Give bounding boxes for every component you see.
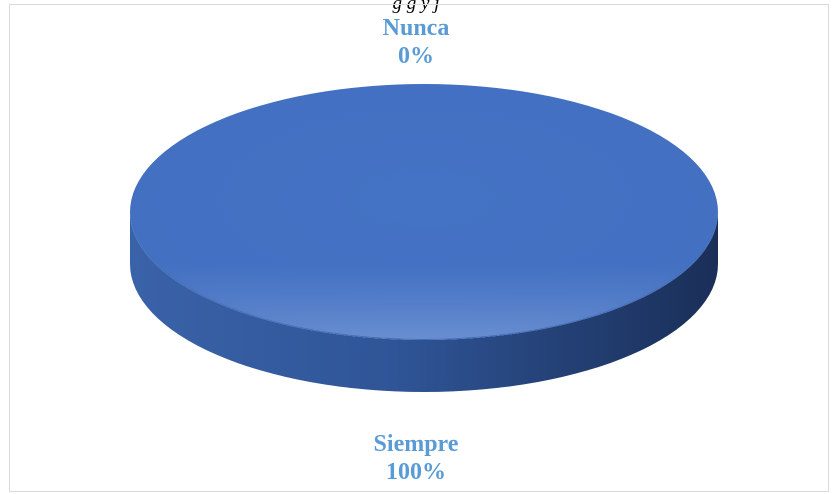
cropped-caption-text: g g y j bbox=[392, 0, 440, 14]
chart-area bbox=[9, 4, 829, 492]
label-percent-siempre: 100% bbox=[386, 459, 446, 485]
label-category-siempre: Siempre bbox=[373, 431, 459, 457]
data-label-siempre: Siempre 100% bbox=[356, 430, 476, 486]
pie-rim-highlight bbox=[131, 85, 717, 339]
data-label-nunca: Nunca 0% bbox=[366, 14, 466, 70]
pie-side-wall bbox=[130, 212, 718, 392]
label-percent-nunca: 0% bbox=[398, 43, 434, 69]
label-category-nunca: Nunca bbox=[382, 15, 450, 41]
